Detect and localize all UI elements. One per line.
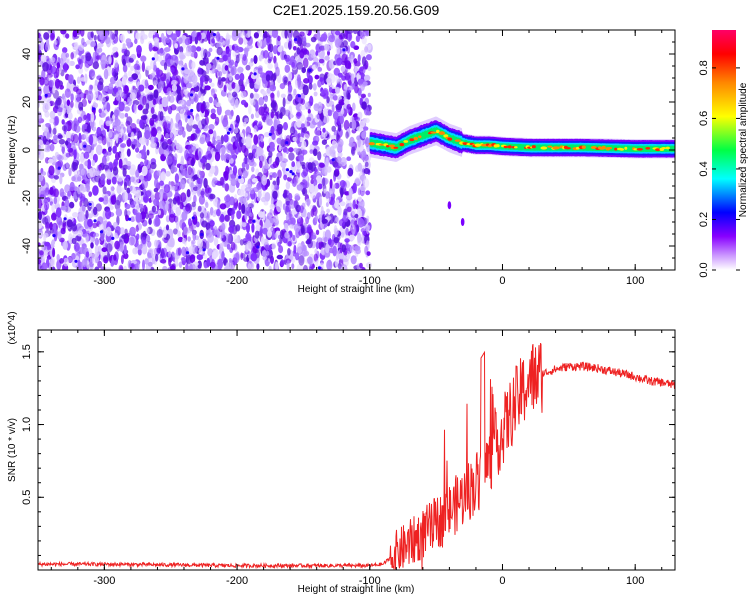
x-tick-label: -300 bbox=[93, 275, 115, 287]
snr-axes: -300 -200 -100 0 100 0.5 1.0 1.5 bbox=[21, 329, 676, 587]
y-tick-label: 0.5 bbox=[21, 490, 33, 505]
x-tick-label: 100 bbox=[626, 275, 644, 287]
spectrogram-xlabel: Height of straight line (km) bbox=[298, 284, 415, 295]
snr-panel: -300 -200 -100 0 100 0.5 1.0 1.5 Height of stra… bbox=[7, 311, 676, 595]
y-tick-label: 1.5 bbox=[21, 344, 33, 359]
colorbar-label: Normalized spectral amplitude bbox=[738, 82, 749, 217]
spectrogram-signal-band bbox=[368, 116, 675, 226]
colorbar-tick-label: 0.6 bbox=[698, 111, 710, 126]
x-tick-label: -300 bbox=[93, 575, 115, 587]
spectrogram-noise-region bbox=[38, 30, 373, 270]
chart-title: C2E1.2025.159.20.56.G09 bbox=[273, 2, 440, 18]
y-tick-label: -20 bbox=[21, 190, 33, 206]
snr-series-line bbox=[38, 343, 675, 570]
x-tick-label: 100 bbox=[626, 575, 644, 587]
colorbar-tick-label: 0.2 bbox=[698, 212, 710, 227]
x-tick-label: -100 bbox=[359, 275, 381, 287]
snr-yscale-label: (x10^4) bbox=[7, 311, 18, 344]
x-tick-label: 0 bbox=[499, 275, 505, 287]
colorbar-ticks: 0.0 0.2 0.4 0.6 0.8 bbox=[698, 60, 740, 278]
x-tick-label: 0 bbox=[499, 575, 505, 587]
y-tick-label: 1.0 bbox=[21, 417, 33, 432]
colorbar-tick-label: 0.4 bbox=[698, 161, 710, 176]
x-tick-label: -200 bbox=[226, 275, 248, 287]
colorbar: 0.0 0.2 0.4 0.6 0.8 Normalized spectral ampl… bbox=[698, 30, 749, 278]
x-tick-label: -100 bbox=[359, 575, 381, 587]
colorbar-tick-label: 0.0 bbox=[698, 262, 710, 277]
y-tick-label: 20 bbox=[21, 96, 33, 108]
y-tick-label: 0 bbox=[21, 147, 33, 153]
y-tick-label: 40 bbox=[21, 48, 33, 60]
colorbar-tick-label: 0.8 bbox=[698, 60, 710, 75]
x-tick-label: -200 bbox=[226, 575, 248, 587]
snr-xlabel: Height of straight line (km) bbox=[298, 584, 415, 595]
colorbar-gradient bbox=[712, 30, 736, 270]
snr-ylabel: SNR (10 * v/v) bbox=[7, 418, 18, 482]
y-tick-label: -40 bbox=[21, 238, 33, 254]
spectrogram-ylabel: Frequency (Hz) bbox=[7, 116, 18, 185]
